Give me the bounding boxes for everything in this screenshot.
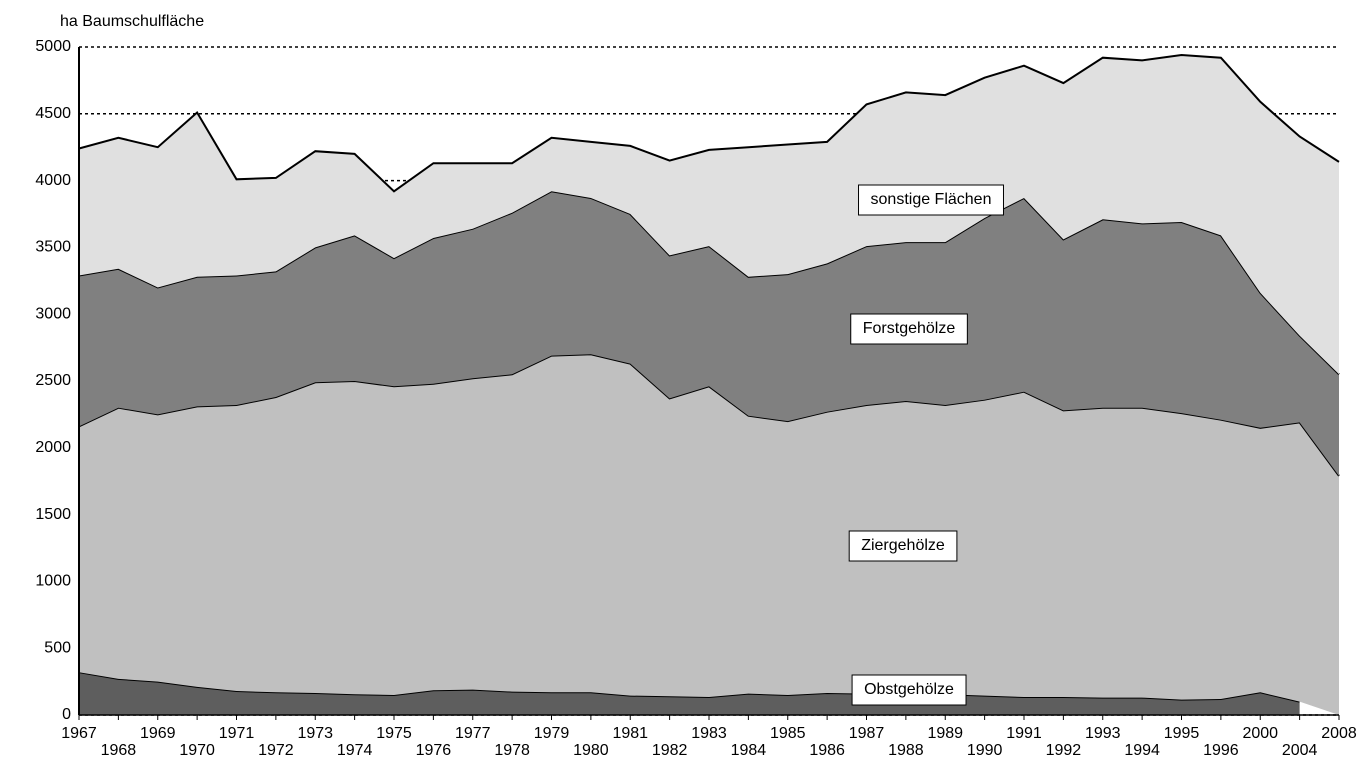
y-tick-label: 0 [62, 706, 71, 723]
area [79, 55, 1339, 375]
x-tick-label: 1973 [297, 725, 333, 742]
x-tick-label: 1980 [573, 742, 609, 759]
legend-label: sonstige Flächen [871, 191, 992, 208]
y-tick-label: 4000 [35, 172, 71, 189]
x-tick-label: 1970 [179, 742, 215, 759]
x-tick-label: 1984 [731, 742, 767, 759]
x-tick-label: 2008 [1321, 725, 1357, 742]
x-tick-label: 1995 [1164, 725, 1200, 742]
x-tick-label: 1986 [809, 742, 845, 759]
x-tick-label: 1968 [101, 742, 137, 759]
y-tick-label: 2500 [35, 372, 71, 389]
x-tick-label: 1976 [416, 742, 452, 759]
legend-box [848, 530, 958, 562]
legend-label: Ziergehölze [861, 537, 945, 554]
x-tick-label: 1992 [1046, 742, 1082, 759]
x-tick-label: 1981 [612, 725, 648, 742]
x-tick-label: 1988 [888, 742, 924, 759]
x-tick-label: 2000 [1242, 725, 1278, 742]
x-tick-label: 1987 [849, 725, 885, 742]
x-tick-label: 1989 [927, 725, 963, 742]
x-tick-label: 1993 [1085, 725, 1121, 742]
x-tick-label: 1969 [140, 725, 176, 742]
y-tick-label: 2000 [35, 439, 71, 456]
legend-box [858, 184, 1004, 216]
y-tick-label: 3000 [35, 305, 71, 322]
x-tick-label: 1994 [1124, 742, 1160, 759]
x-tick-label: 1983 [691, 725, 727, 742]
area-line [78, 671, 1300, 703]
area-line [78, 53, 1340, 193]
y-tick-label: 1500 [35, 506, 71, 523]
y-tick-label: 3500 [35, 239, 71, 256]
area [79, 672, 1300, 715]
area [79, 354, 1339, 715]
x-tick-label: 1967 [61, 725, 97, 742]
y-tick-label: 4500 [35, 105, 71, 122]
y-axis-label: ha Baumschulfläche [60, 13, 204, 30]
legend-box [851, 674, 967, 706]
legend-box [850, 313, 968, 345]
legend-label: Obstgehölze [864, 681, 954, 698]
x-tick-label: 1977 [455, 725, 491, 742]
x-tick-label: 1979 [534, 725, 570, 742]
legend-label: Forstgehölze [863, 320, 956, 337]
x-tick-label: 1975 [376, 725, 412, 742]
x-tick-label: 1982 [652, 742, 688, 759]
y-tick-label: 5000 [35, 38, 71, 55]
x-tick-label: 1985 [770, 725, 806, 742]
x-tick-label: 1972 [258, 742, 294, 759]
x-tick-label: 2004 [1282, 742, 1318, 759]
area [79, 191, 1339, 476]
x-tick-label: 1996 [1203, 742, 1239, 759]
x-tick-label: 1990 [967, 742, 1003, 759]
x-tick-label: 1971 [219, 725, 255, 742]
x-tick-label: 1978 [494, 742, 530, 759]
x-tick-label: 1991 [1006, 725, 1042, 742]
y-tick-label: 500 [44, 639, 71, 656]
x-tick-label: 1974 [337, 742, 373, 759]
y-tick-label: 1000 [35, 573, 71, 590]
